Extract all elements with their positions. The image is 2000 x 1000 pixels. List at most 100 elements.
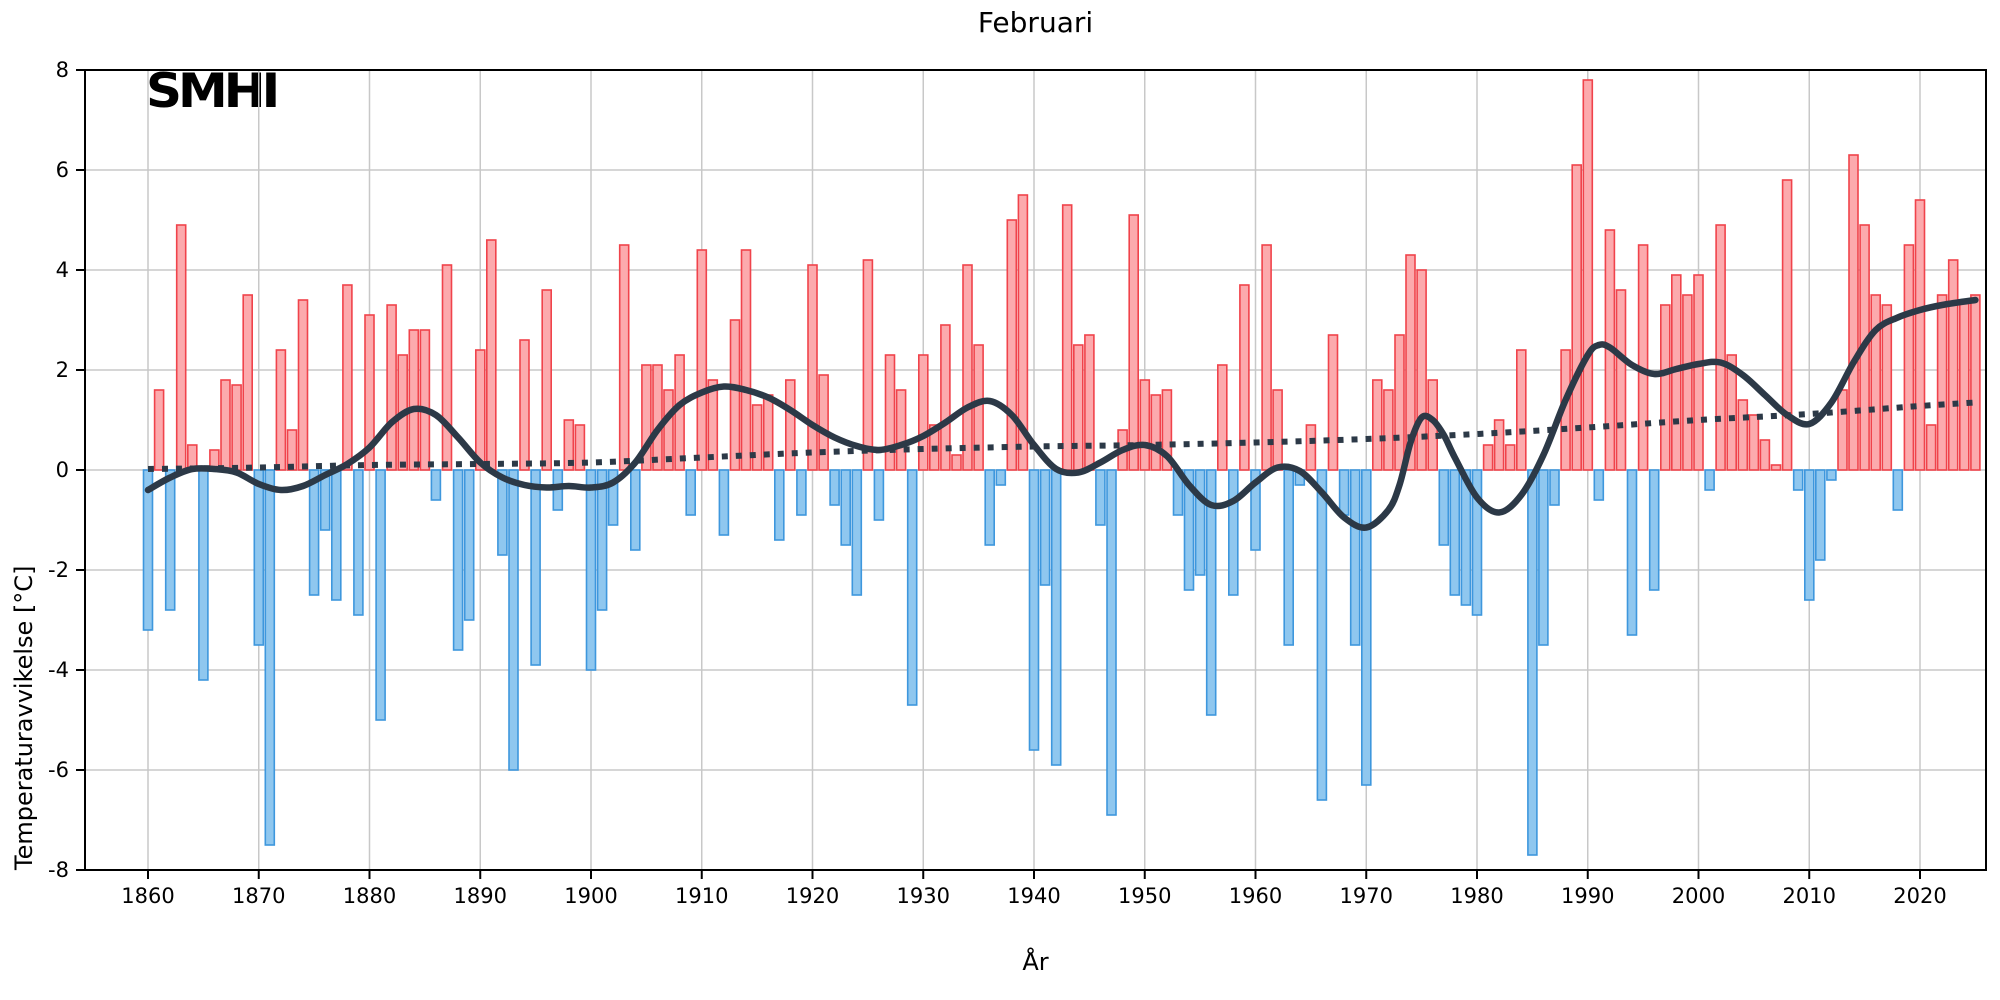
temperature-bar-1974 (1405, 254, 1416, 471)
x-tick-label: 1940 (1007, 884, 1060, 908)
temperature-bar-1924 (851, 469, 863, 596)
temperature-bar-1867 (220, 379, 231, 471)
temperature-bar-2013 (1837, 389, 1848, 471)
temperature-bar-1923 (840, 469, 852, 546)
temperature-bar-1952 (1161, 389, 1173, 471)
temperature-bar-1963 (1283, 469, 1294, 646)
temperature-bar-2024 (1959, 299, 1970, 471)
temperature-bar-1944 (1073, 344, 1084, 471)
temperature-bar-1946 (1095, 469, 1106, 526)
y-tick-label: -6 (48, 758, 69, 782)
temperature-bar-1898 (563, 419, 575, 471)
temperature-bar-1960 (1250, 469, 1261, 551)
temperature-bar-1890 (474, 349, 486, 471)
temperature-bar-1968 (1338, 469, 1350, 516)
temperature-bar-1920 (807, 264, 818, 471)
temperature-bar-1941 (1039, 469, 1051, 586)
temperature-bar-1901 (596, 469, 608, 611)
temperature-bar-1977 (1438, 469, 1450, 546)
x-axis-label: År (1022, 948, 1049, 976)
temperature-bar-2000 (1693, 274, 1704, 471)
temperature-bar-1950 (1139, 379, 1151, 471)
temperature-bar-1902 (607, 469, 619, 526)
temperature-bar-1926 (873, 469, 885, 521)
temperature-bar-1879 (353, 469, 364, 616)
temperature-bar-1886 (430, 469, 442, 501)
temperature-bar-1986 (1538, 469, 1549, 646)
temperature-bar-1899 (574, 424, 586, 471)
temperature-bar-1978 (1449, 469, 1461, 596)
temperature-bar-1912 (718, 469, 730, 536)
temperature-bar-1894 (519, 339, 530, 471)
y-tick-label: 2 (56, 358, 69, 382)
temperature-bar-1927 (884, 354, 896, 471)
smoothed-curve (144, 296, 1979, 531)
temperature-bar-1884 (408, 329, 420, 471)
temperature-bar-1913 (729, 319, 741, 471)
temperature-bar-2003 (1726, 354, 1737, 471)
temperature-bar-1939 (1017, 194, 1029, 471)
temperature-bar-1905 (641, 364, 652, 471)
temperature-bar-1942 (1050, 469, 1062, 766)
temperature-bar-1984 (1516, 349, 1527, 471)
x-tick-label: 1980 (1450, 884, 1503, 908)
temperature-bar-1870 (253, 469, 265, 646)
temperature-bar-1916 (762, 394, 774, 471)
temperature-bar-1979 (1460, 469, 1472, 606)
trend-line (147, 399, 1976, 472)
x-tick-label: 1990 (1561, 884, 1614, 908)
temperature-bar-2022 (1936, 294, 1948, 471)
temperature-bar-1906 (652, 364, 663, 471)
temperature-bar-1958 (1228, 469, 1239, 596)
temperature-bar-1949 (1128, 214, 1139, 471)
temperature-bar-1896 (541, 289, 553, 471)
y-tick-label: 4 (56, 258, 69, 282)
temperature-bar-1947 (1106, 469, 1117, 816)
x-tick-label: 1970 (1340, 884, 1393, 908)
temperature-bar-1885 (419, 329, 431, 471)
temperature-bar-1945 (1084, 334, 1095, 471)
temperature-bar-2023 (1947, 259, 1959, 471)
temperature-bar-1873 (286, 429, 298, 471)
temperature-bar-1999 (1682, 294, 1693, 471)
x-tick-label: 2000 (1672, 884, 1725, 908)
temperature-bar-1874 (297, 299, 309, 471)
temperature-bar-2007 (1770, 464, 1782, 471)
temperature-bar-1888 (452, 469, 464, 651)
x-tick-label: 1920 (786, 884, 839, 908)
x-tick-label: 1950 (1118, 884, 1171, 908)
temperature-bar-1889 (463, 469, 475, 621)
temperature-bar-2009 (1792, 469, 1804, 491)
temperature-bar-1933 (951, 454, 962, 471)
temperature-bar-1938 (1006, 219, 1018, 471)
temperature-bar-2016 (1870, 294, 1881, 471)
temperature-bar-1971 (1372, 379, 1383, 471)
x-tick-label: 2010 (1783, 884, 1836, 908)
temperature-bar-1993 (1615, 289, 1627, 471)
temperature-bar-1861 (153, 389, 165, 471)
x-tick-label: 1870 (232, 884, 285, 908)
temperature-bar-1882 (386, 304, 397, 471)
temperature-bar-2017 (1881, 304, 1893, 471)
temperature-bar-1928 (895, 389, 907, 471)
temperature-bar-2004 (1737, 399, 1749, 471)
temperature-bar-2020 (1914, 199, 1926, 471)
temperature-bar-1996 (1648, 469, 1660, 591)
temperature-bar-1880 (364, 314, 375, 471)
y-tick-label: -4 (48, 658, 69, 682)
temperature-bar-1987 (1549, 469, 1560, 506)
temperature-bar-1919 (796, 469, 807, 516)
x-tick-label: 1930 (897, 884, 950, 908)
temperature-bar-1937 (995, 469, 1007, 486)
temperature-bar-1956 (1205, 469, 1217, 716)
temperature-bar-1930 (917, 354, 929, 471)
temperature-bar-2019 (1903, 244, 1915, 471)
temperature-bar-1875 (308, 469, 320, 596)
temperature-bar-1972 (1383, 389, 1394, 471)
temperature-bar-1932 (940, 324, 951, 471)
x-tick-label: 1880 (343, 884, 396, 908)
x-tick-label: 1900 (564, 884, 617, 908)
temperature-bar-1966 (1316, 469, 1328, 801)
temperature-bar-1940 (1028, 469, 1040, 751)
